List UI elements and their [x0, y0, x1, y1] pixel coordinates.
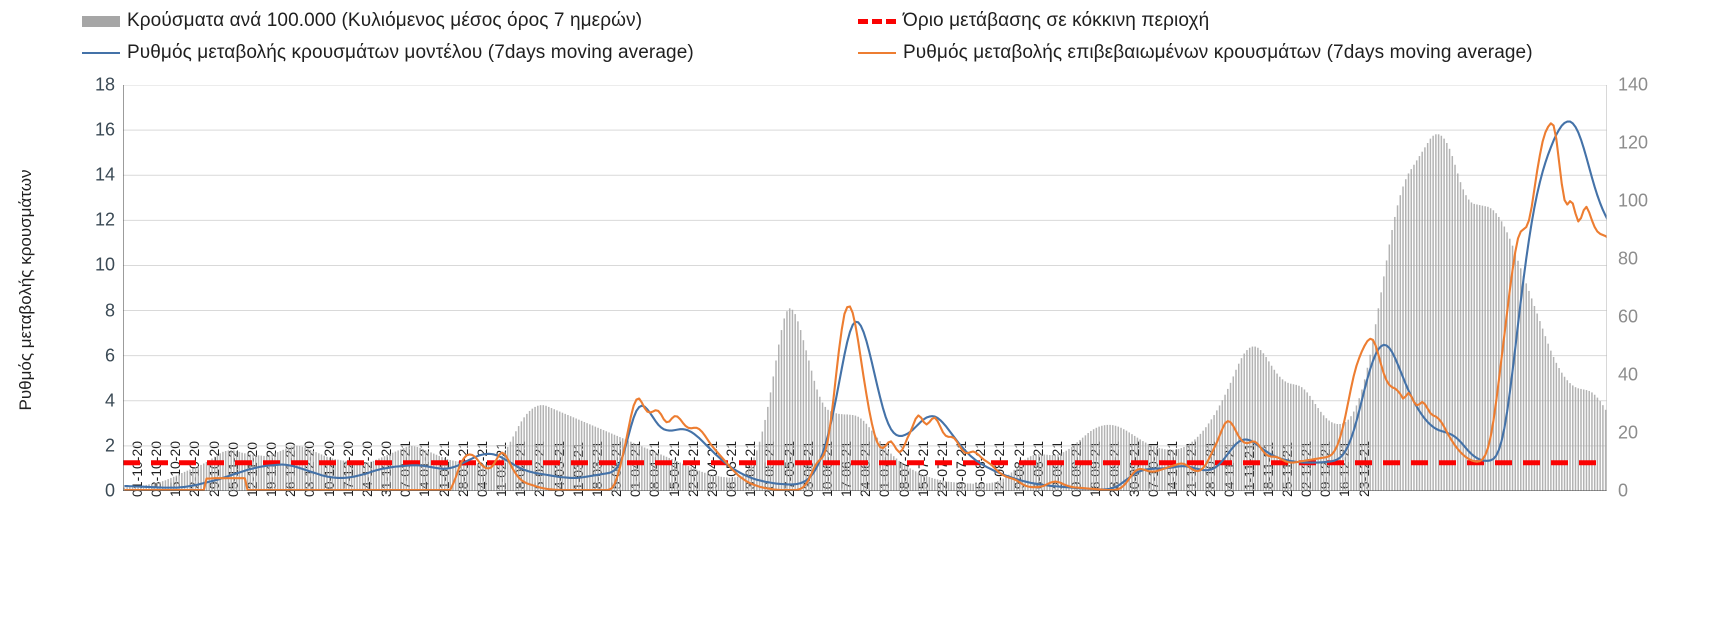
y-tick-left-16: 16	[94, 119, 115, 140]
dashed-line-swatch-icon	[858, 18, 896, 24]
legend-item-model-line[interactable]: Ρυθμός μεταβολής κρουσμάτων μοντέλου (7d…	[82, 42, 694, 64]
line-swatch-blue-icon	[82, 52, 120, 54]
y-tick-left-6: 6	[104, 345, 115, 366]
line-swatch-orange-icon	[858, 52, 896, 54]
y-tick-right-40: 40	[1618, 364, 1639, 385]
bar-series	[123, 134, 1607, 491]
y-tick-left-2: 2	[104, 435, 115, 456]
legend-item-bars[interactable]: Κρούσματα ανά 100.000 (Κυλιόμενος μέσος …	[82, 10, 642, 32]
y-axis-title: Ρυθμός μεταβολής κρουσμάτων	[16, 169, 35, 411]
legend-item-confirmed-line[interactable]: Ρυθμός μεταβολής επιβεβαιωμένων κρουσμάτ…	[858, 42, 1533, 64]
y-tick-right-100: 100	[1618, 190, 1649, 211]
y-tick-right-0: 0	[1618, 480, 1629, 501]
x-axis-ticks: 01-10-20 08-10-20 15-10-20 22-10-20 29-10-20…	[123, 441, 1607, 637]
legend-label-threshold: Όριο μετάβασης σε κόκκινη περιοχή	[903, 10, 1210, 31]
legend-label-model-line: Ρυθμός μεταβολής κρουσμάτων μοντέλου (7d…	[127, 42, 694, 63]
y-tick-right-140: 140	[1618, 74, 1649, 95]
y-tick-right-20: 20	[1618, 422, 1639, 443]
confirmed-rate-line	[124, 122, 1607, 491]
y-tick-right-120: 120	[1618, 132, 1649, 153]
y-axis-left-ticks: 0 2 4 6 8 10 12 14 16 18	[63, 75, 115, 501]
chart-canvas[interactable]	[123, 85, 1607, 491]
y-tick-right-60: 60	[1618, 306, 1639, 327]
legend-label-bars: Κρούσματα ανά 100.000 (Κυλιόμενος μέσος …	[127, 10, 643, 31]
bar-swatch-icon	[82, 15, 120, 27]
y-tick-left-12: 12	[94, 209, 115, 230]
y-tick-left-4: 4	[104, 390, 115, 411]
y-tick-left-8: 8	[104, 300, 115, 321]
y-tick-left-10: 10	[94, 254, 115, 275]
legend-label-confirmed-line: Ρυθμός μεταβολής επιβεβαιωμένων κρουσμάτ…	[903, 42, 1533, 63]
chart-legend: Κρούσματα ανά 100.000 (Κυλιόμενος μέσος …	[0, 0, 1712, 72]
y-tick-left-14: 14	[94, 164, 115, 185]
y-tick-left-18: 18	[94, 74, 115, 95]
y-axis-right-ticks: 0 20 40 60 80 100 120 140	[1618, 75, 1678, 501]
legend-item-threshold[interactable]: Όριο μετάβασης σε κόκκινη περιοχή	[858, 10, 1209, 32]
y-tick-left-0: 0	[104, 480, 115, 501]
plot-area[interactable]	[123, 85, 1607, 491]
y-tick-right-80: 80	[1618, 248, 1639, 269]
